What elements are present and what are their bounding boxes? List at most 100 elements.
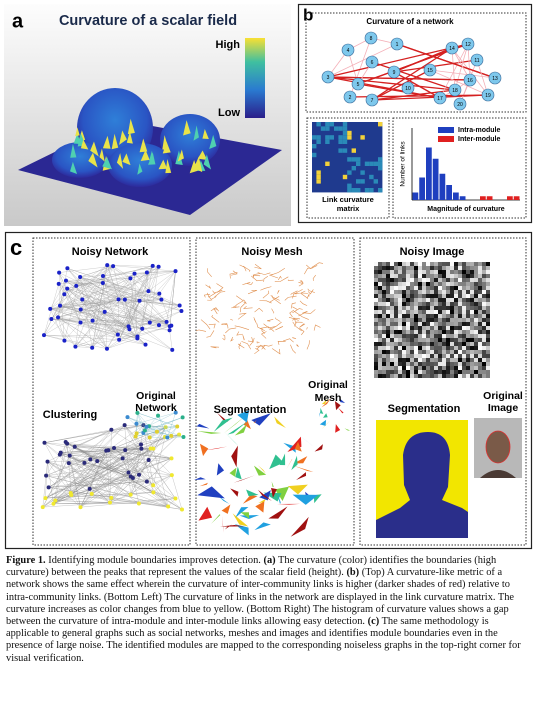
colorbar <box>245 38 265 118</box>
network-edge <box>53 425 125 504</box>
noise-pixel <box>434 270 438 274</box>
matrix-cell <box>338 126 343 131</box>
network-node <box>78 274 83 279</box>
noise-pixel <box>466 270 470 274</box>
ridge <box>127 118 135 135</box>
mesh-edge <box>222 334 226 340</box>
noise-pixel <box>454 330 458 334</box>
network-link <box>327 76 471 81</box>
noise-pixel <box>418 274 422 278</box>
noise-pixel <box>382 374 386 378</box>
matrix-caption: Link curvature <box>322 195 374 204</box>
network-node <box>177 432 182 437</box>
network-node <box>74 283 79 288</box>
mesh-segment <box>287 436 302 453</box>
ridge <box>189 160 198 174</box>
noise-pixel <box>382 366 386 370</box>
matrix-cell <box>356 157 361 162</box>
noise-pixel <box>382 290 386 294</box>
mesh-edge <box>299 323 306 328</box>
y-axis-label: Number of links <box>400 141 407 187</box>
mesh-segment <box>231 445 238 468</box>
noise-pixel <box>470 266 474 270</box>
noise-pixel <box>390 314 394 318</box>
mesh-edge <box>225 327 237 334</box>
noise-pixel <box>402 282 406 286</box>
noise-pixel <box>382 282 386 286</box>
noise-pixel <box>426 322 430 326</box>
noise-pixel <box>390 302 394 306</box>
network-edge <box>47 461 92 495</box>
matrix-cell <box>329 135 334 140</box>
noise-pixel <box>458 302 462 306</box>
noise-pixel <box>482 326 486 330</box>
network-link <box>393 47 453 73</box>
noise-pixel <box>442 338 446 342</box>
noise-pixel <box>462 362 466 366</box>
noise-pixel <box>406 358 410 362</box>
noise-pixel <box>410 302 414 306</box>
mesh-segment <box>230 488 239 497</box>
noise-pixel <box>442 262 446 266</box>
noise-pixel <box>426 294 430 298</box>
noise-pixel <box>414 374 418 378</box>
noise-pixel <box>422 298 426 302</box>
network-edge <box>64 280 67 295</box>
noise-pixel <box>382 330 386 334</box>
noise-pixel <box>470 270 474 274</box>
network-edge <box>55 474 140 501</box>
matrix-cell <box>316 139 321 144</box>
noise-pixel <box>426 262 430 266</box>
mesh-edge <box>256 345 266 350</box>
matrix-cell <box>347 170 352 175</box>
network-edge <box>74 429 112 447</box>
noise-pixel <box>402 286 406 290</box>
network-edge <box>130 448 154 495</box>
network-edge <box>47 461 54 504</box>
noise-pixel <box>466 290 470 294</box>
noise-pixel <box>462 338 466 342</box>
noise-pixel <box>466 330 470 334</box>
network-edge <box>69 455 85 464</box>
noise-pixel <box>386 306 390 310</box>
network-edge <box>84 462 131 495</box>
noise-pixel <box>402 350 406 354</box>
noise-pixel <box>434 286 438 290</box>
matrix-cell <box>378 157 383 162</box>
noise-pixel <box>378 274 382 278</box>
noise-pixel <box>466 278 470 282</box>
network-edge <box>57 317 138 339</box>
network-node <box>179 507 184 512</box>
noise-pixel <box>470 346 474 350</box>
noise-pixel <box>462 370 466 374</box>
mesh-segment <box>197 486 225 499</box>
noise-pixel <box>406 326 410 330</box>
network-edge <box>69 455 81 508</box>
mesh-edge <box>203 293 211 298</box>
ridge <box>126 131 133 144</box>
network-edge <box>128 427 166 473</box>
noise-pixel <box>390 262 394 266</box>
noise-pixel <box>430 278 434 282</box>
noise-pixel <box>478 322 482 326</box>
ridge <box>122 153 131 166</box>
noise-pixel <box>438 274 442 278</box>
network-node <box>173 496 178 501</box>
noise-pixel <box>406 278 410 282</box>
network-edge <box>80 275 104 310</box>
noise-pixel <box>386 318 390 322</box>
mesh-segment <box>211 514 221 524</box>
network-edge <box>113 265 182 312</box>
network-edge <box>153 492 169 507</box>
network-node <box>159 297 164 302</box>
mesh-edge <box>282 338 294 343</box>
noise-pixel <box>434 366 438 370</box>
mesh-edge <box>296 344 299 347</box>
noise-pixel <box>410 266 414 270</box>
network-edge <box>124 425 142 449</box>
network-node <box>488 71 502 85</box>
caption-bold: (b) <box>346 567 360 579</box>
ridge <box>102 135 111 149</box>
noise-pixel <box>478 346 482 350</box>
noise-pixel <box>426 310 430 314</box>
